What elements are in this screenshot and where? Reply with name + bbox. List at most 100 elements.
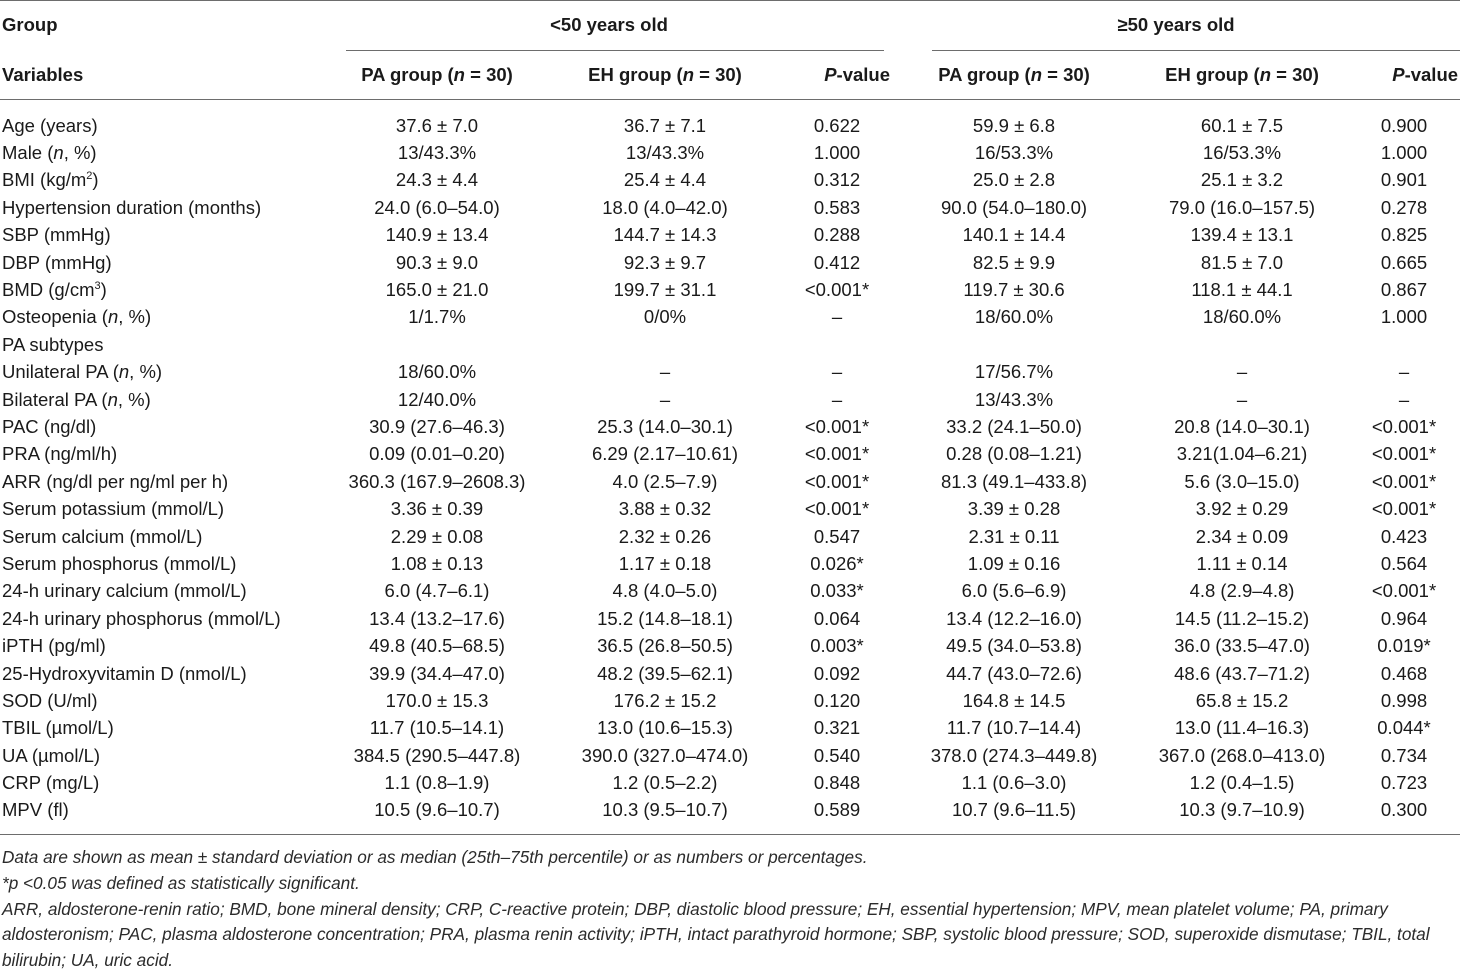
column-header-row: Variables PA group (n = 30) EH group (n … (0, 50, 1460, 100)
variable-name: Bilateral PA (n, %) (0, 386, 326, 413)
cell-pa-under50: 11.7 (10.5–14.1) (369, 717, 505, 739)
variable-name-pre: Serum calcium (mmol/L) (2, 525, 203, 547)
table-row: SOD (U/ml) 170.0 ± 15.3 176.2 ± 15.2 0.120 1… (0, 687, 1460, 714)
cell-eh-under50: 25.4 ± 4.4 (623, 169, 707, 191)
cell-pa-under50: 39.9 (34.4–47.0) (369, 662, 505, 684)
footnote-statistics: Data are shown as mean ± standard deviat… (2, 847, 868, 867)
cell-eh-under50: 18.0 (4.0–42.0) (602, 196, 728, 218)
cell-pa-over50: 17/56.7% (974, 361, 1054, 383)
cell-eh-over50: – (1236, 388, 1248, 410)
variable-name-pre: PAC (ng/dl) (2, 415, 97, 437)
variable-name: ARR (ng/dl per ng/ml per h) (0, 468, 326, 495)
cell-p-over50: 1.000 (1380, 306, 1428, 328)
cell-p-under50: 0.003* (810, 635, 864, 657)
col-header-pa-under50: PA group (n = 30) (326, 50, 548, 100)
cell-p-over50: 0.998 (1380, 689, 1428, 711)
variable-name-pre: Serum phosphorus (mmol/L) (2, 552, 237, 574)
cell-p-under50: 0.622 (813, 114, 861, 136)
cell-pa-over50: 3.39 ± 0.28 (967, 498, 1061, 520)
group-header-row: Group <50 years old ≥50 years old (0, 0, 1460, 50)
variable-name-post: ) (100, 279, 107, 301)
cell-eh-over50: 3.21(1.04–6.21) (1176, 443, 1308, 465)
cell-p-under50: 0.547 (813, 525, 861, 547)
cell-eh-under50: 36.7 ± 7.1 (623, 114, 707, 136)
cell-eh-under50: 13.0 (10.6–15.3) (597, 717, 733, 739)
variable-name: SBP (mmHg) (0, 222, 326, 249)
variable-name-pre: iPTH (pg/ml) (2, 635, 106, 657)
variable-name-pre: TBIL (µmol/L) (2, 717, 114, 739)
span-header-under50: <50 years old (550, 14, 668, 35)
cell-pa-under50: 2.29 ± 0.08 (390, 525, 484, 547)
cell-eh-over50: – (1236, 361, 1248, 383)
variable-name: Serum potassium (mmol/L) (0, 495, 326, 522)
cell-pa-under50: 30.9 (27.6–46.3) (369, 415, 505, 437)
cell-p-over50: 0.723 (1380, 772, 1428, 794)
variable-name-pre: Osteopenia ( (2, 306, 108, 328)
cell-p-over50: 0.044* (1377, 717, 1431, 739)
col-header-p-over50: P-value (1348, 50, 1460, 100)
col-header-n-value: = 30) (1042, 63, 1090, 85)
cell-eh-under50: 2.32 ± 0.26 (618, 525, 712, 547)
cell-p-over50: <0.001* (1371, 415, 1437, 437)
cell-pa-over50: 18/60.0% (974, 306, 1054, 328)
cell-pa-under50: 24.3 ± 4.4 (395, 169, 479, 191)
cell-eh-under50: 390.0 (327.0–474.0) (581, 744, 749, 766)
cell-pa-under50: 384.5 (290.5–447.8) (353, 744, 521, 766)
cell-pa-over50: 11.7 (10.7–14.4) (946, 717, 1082, 739)
variables-label: Variables (0, 50, 326, 100)
cell-pa-over50: 16/53.3% (974, 142, 1054, 164)
cell-pa-under50: 13/43.3% (397, 142, 477, 164)
variable-name-pre: 25-Hydroxyvitamin D (nmol/L) (2, 662, 247, 684)
cell-pa-under50: 6.0 (4.7–6.1) (384, 580, 490, 602)
cell-pa-over50: 119.7 ± 30.6 (963, 279, 1065, 301)
table-row: 24-h urinary calcium (mmol/L) 6.0 (4.7–6.… (0, 578, 1460, 605)
variable-name-post: , %) (117, 388, 151, 410)
cell-p-over50: 0.900 (1380, 114, 1428, 136)
variable-name: BMD (g/cm3) (0, 276, 326, 303)
variable-name: 25-Hydroxyvitamin D (nmol/L) (0, 660, 326, 687)
variable-name: CRP (mg/L) (0, 769, 326, 796)
cell-pa-under50: 13.4 (13.2–17.6) (369, 607, 505, 629)
cell-p-over50: 0.867 (1380, 279, 1428, 301)
group-label: Group (2, 14, 58, 35)
table-row: ARR (ng/dl per ng/ml per h) 360.3 (167.9–… (0, 468, 1460, 495)
variable-name-it: n (53, 142, 64, 164)
variable-name: Osteopenia (n, %) (0, 304, 326, 331)
cell-p-over50: 0.901 (1380, 169, 1428, 191)
table-row: Serum phosphorus (mmol/L) 1.08 ± 0.13 1.17… (0, 550, 1460, 577)
variable-name: BMI (kg/m2) (0, 167, 326, 194)
variable-name-pre: 24-h urinary calcium (mmol/L) (2, 580, 247, 602)
cell-eh-under50: 13/43.3% (625, 142, 705, 164)
table-row: BMD (g/cm3) 165.0 ± 21.0 199.7 ± 31.1 <0.00… (0, 276, 1460, 303)
cell-eh-under50: 25.3 (14.0–30.1) (597, 415, 733, 437)
variable-name-it: n (118, 361, 130, 383)
cell-p-under50: <0.001* (804, 443, 870, 465)
cell-eh-under50: 15.2 (14.8–18.1) (597, 607, 733, 629)
variable-name: Age (years) (0, 100, 326, 140)
variable-name-pre: Hypertension duration (months) (2, 196, 262, 218)
cell-eh-over50: 118.1 ± 44.1 (1191, 279, 1293, 301)
cell-pa-under50: 360.3 (167.9–2608.3) (348, 470, 526, 492)
cell-eh-under50: 36.5 (26.8–50.5) (597, 635, 733, 657)
cell-pa-over50: 33.2 (24.1–50.0) (946, 415, 1082, 437)
variable-name: UA (µmol/L) (0, 742, 326, 769)
cell-p-over50: 0.665 (1380, 251, 1428, 273)
variable-name-pre: SBP (mmHg) (2, 224, 111, 246)
table-row: 25-Hydroxyvitamin D (nmol/L) 39.9 (34.4–4… (0, 660, 1460, 687)
table-row: Male (n, %) 13/43.3% 13/43.3% 1.000 16/53.3%… (0, 139, 1460, 166)
table-body: Age (years) 37.6 ± 7.0 36.7 ± 7.1 0.622 59.9… (0, 100, 1460, 836)
cell-pa-over50: 44.7 (43.0–72.6) (946, 662, 1082, 684)
variable-name-pre: 24-h urinary phosphorus (mmol/L) (2, 607, 281, 629)
cell-eh-over50: 10.3 (9.7–10.9) (1136, 796, 1349, 836)
table-row: Hypertension duration (months) 24.0 (6.0–… (0, 194, 1460, 221)
col-header-n: n (1259, 63, 1272, 85)
span-rule-over50 (932, 50, 1460, 51)
cell-p-over50: – (1398, 388, 1410, 410)
cell-p-under50: 0.092 (813, 662, 861, 684)
cell-p-under50: – (831, 388, 843, 410)
cell-eh-under50: 144.7 ± 14.3 (613, 224, 717, 246)
col-header-p-suffix: -value (1404, 63, 1459, 85)
cell-eh-over50: 13.0 (11.4–16.3) (1174, 717, 1310, 739)
variable-name: 24-h urinary phosphorus (mmol/L) (0, 605, 326, 632)
cell-p-over50: <0.001* (1371, 498, 1437, 520)
